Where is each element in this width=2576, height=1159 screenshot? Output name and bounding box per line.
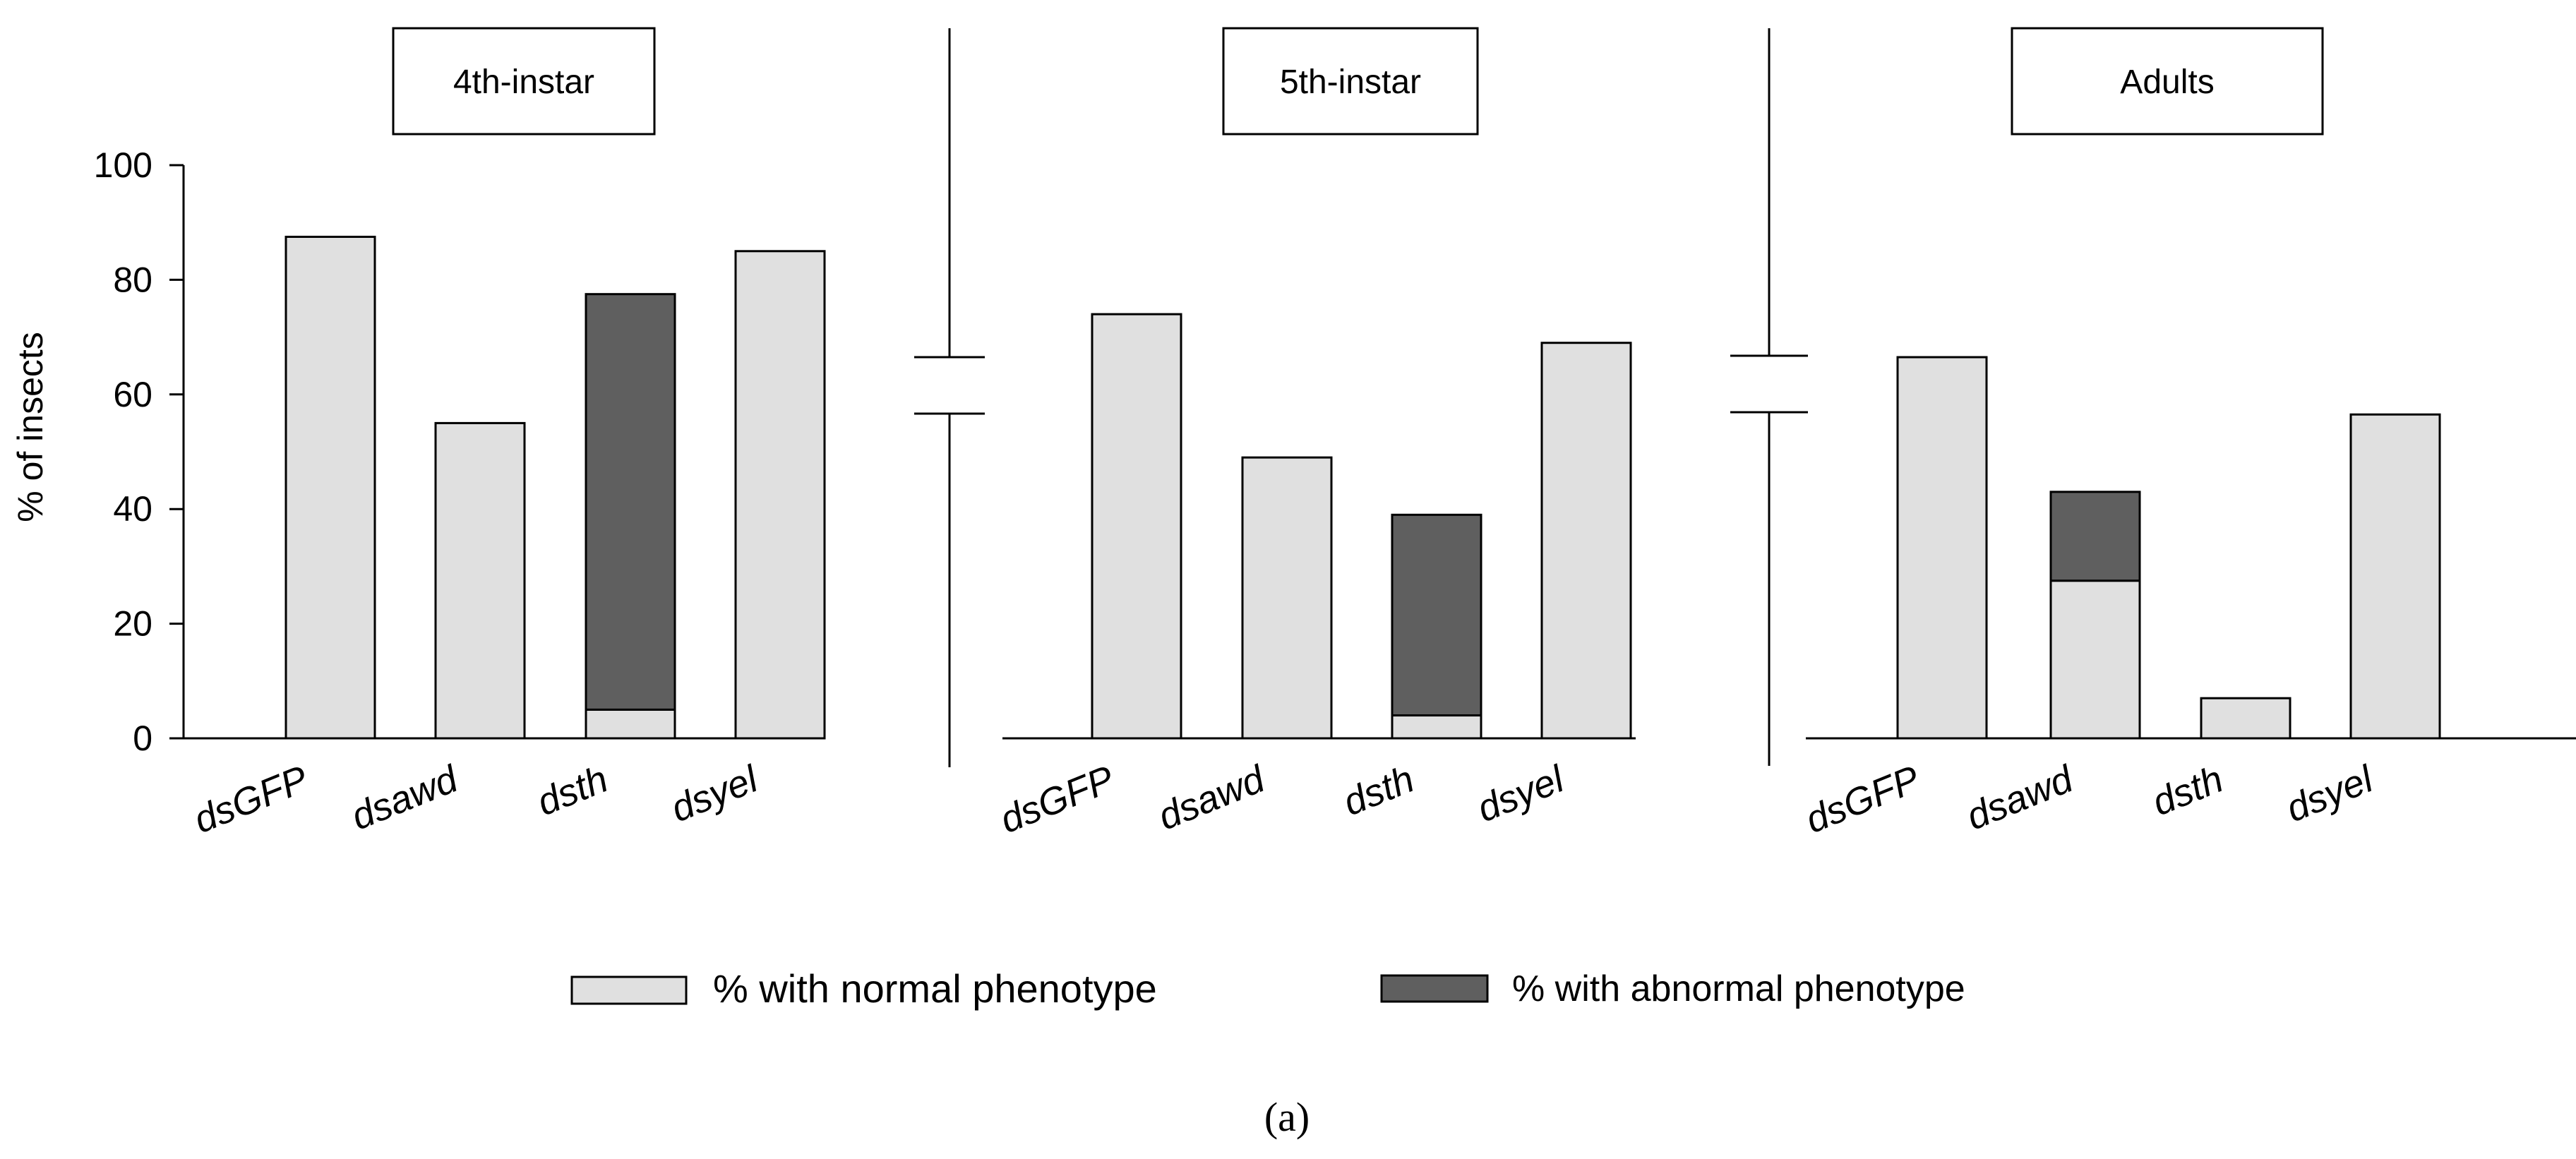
y-tick-label-80: 80	[113, 260, 152, 299]
panel-3-x-tick-label-dsth: dsth	[2146, 757, 2229, 824]
panel-3-bar-normal-dsawd	[2049, 580, 2141, 740]
panel-1-title-box	[392, 27, 656, 136]
panel-1-bar-normal-dsyel	[734, 250, 826, 740]
y-tick-label-40: 40	[113, 489, 152, 529]
panel-3-bar-normal-dsGFP	[1896, 356, 1988, 740]
panel-3-title-box	[2011, 27, 2324, 136]
panel-2-bar-normal-dsawd	[1241, 456, 1333, 740]
panel-2-bar-abnormal-dsth	[1391, 513, 1482, 717]
y-tick-label-60: 60	[113, 375, 152, 414]
legend-swatch-abnormal	[1380, 974, 1489, 1003]
panel-3-x-tick-label-dsGFP: dsGFP	[1799, 757, 1925, 841]
panel-1-x-tick-label-dsyel: dsyel	[665, 757, 765, 831]
legend-label-abnormal: % with abnormal phenotype	[1512, 968, 1965, 1009]
panel-3-x-tick-label-dsawd: dsawd	[1960, 757, 2080, 839]
y-axis-label: % of insects	[11, 332, 50, 522]
panel-2-title-box	[1222, 27, 1479, 136]
panel-1-x-tick-label-dsGFP: dsGFP	[188, 757, 313, 841]
y-tick-label-100: 100	[94, 145, 152, 185]
panel-1-bar-normal-dsGFP	[284, 236, 376, 740]
figure-label: (a)	[1264, 1094, 1310, 1140]
y-tick-label-0: 0	[133, 719, 152, 758]
legend-swatch-normal	[570, 975, 688, 1005]
panel-3-title: Adults	[2120, 64, 2214, 101]
panel-3-x-tick-label-dsyel: dsyel	[2280, 757, 2380, 831]
panel-2-bar-normal-dsyel	[1540, 342, 1632, 740]
panel-2-bar-normal-dsth	[1391, 714, 1482, 740]
legend: % with normal phenotype % with abnormal …	[570, 966, 1965, 1011]
panel-3-bar-abnormal-dsawd	[2049, 491, 2141, 582]
panel-1-x-tick-label-dsawd: dsawd	[345, 757, 465, 839]
panel-1-x-tick-label-dsth: dsth	[531, 757, 613, 824]
panel-2-title: 5th-instar	[1280, 64, 1421, 101]
legend-label-normal: % with normal phenotype	[713, 966, 1157, 1011]
panel-1-bar-normal-dsth	[585, 708, 676, 740]
panel-1-bar-normal-dsawd	[434, 421, 526, 740]
panel-2-x-tick-label-dsGFP: dsGFP	[994, 757, 1120, 841]
panel-1-bar-abnormal-dsth	[585, 293, 676, 711]
panel-3-bar-normal-dsth	[2200, 697, 2292, 740]
panel-2-bar-normal-dsGFP	[1091, 313, 1182, 740]
panel-2-x-tick-label-dsyel: dsyel	[1471, 757, 1571, 831]
y-tick-label-20: 20	[113, 604, 152, 644]
panel-2-x-tick-label-dsth: dsth	[1337, 757, 1420, 824]
panel-1-title: 4th-instar	[453, 64, 594, 101]
panel-2-x-tick-label-dsawd: dsawd	[1152, 757, 1271, 839]
panel-3-bar-normal-dsyel	[2349, 413, 2441, 740]
